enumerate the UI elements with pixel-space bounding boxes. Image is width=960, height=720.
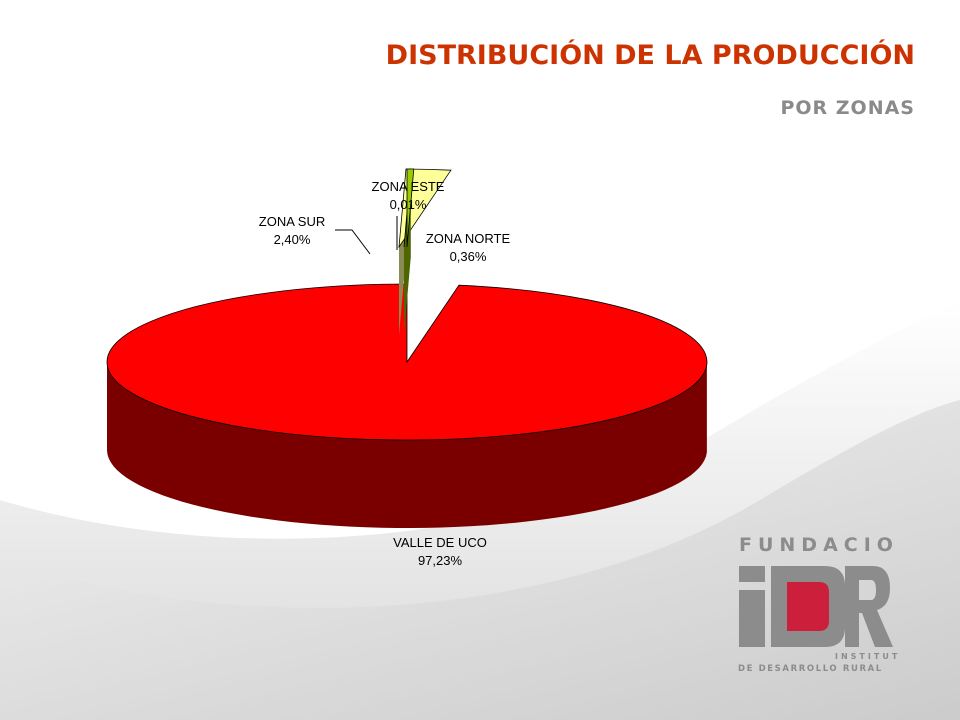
slice-zona-norte: [406, 168, 415, 248]
slice-valle-de-uco-side: [107, 362, 707, 528]
logo-line1: INSTITUTO: [835, 652, 900, 661]
page-title: DISTRIBUCIÓN DE LA PRODUCCIÓN: [385, 40, 915, 71]
logo-top-text: FUNDACION: [739, 534, 900, 556]
slice-valle-de-uco: [106, 283, 708, 441]
logo-line2: DE DESARROLLO RURAL: [738, 664, 883, 674]
label-zona-sur-value: 2,40%: [274, 232, 311, 247]
label-valle-de-uco-name: VALLE DE UCO: [393, 535, 487, 550]
label-zona-norte-name: ZONA NORTE: [426, 231, 511, 246]
label-zona-este-name: ZONA ESTE: [372, 179, 445, 194]
label-valle-de-uco-value: 97,23%: [418, 553, 463, 568]
label-zona-sur-name: ZONA SUR: [259, 214, 325, 229]
label-zona-este-value: 0,01%: [390, 197, 427, 212]
leader-line-zona-sur: [335, 229, 371, 255]
label-zona-norte-value: 0,36%: [450, 249, 487, 264]
fundacion-idr-logo: FUNDACION INSTITUTO DE DESARROLLO RURAL: [738, 534, 900, 674]
page-subtitle: POR ZONAS: [780, 97, 915, 119]
